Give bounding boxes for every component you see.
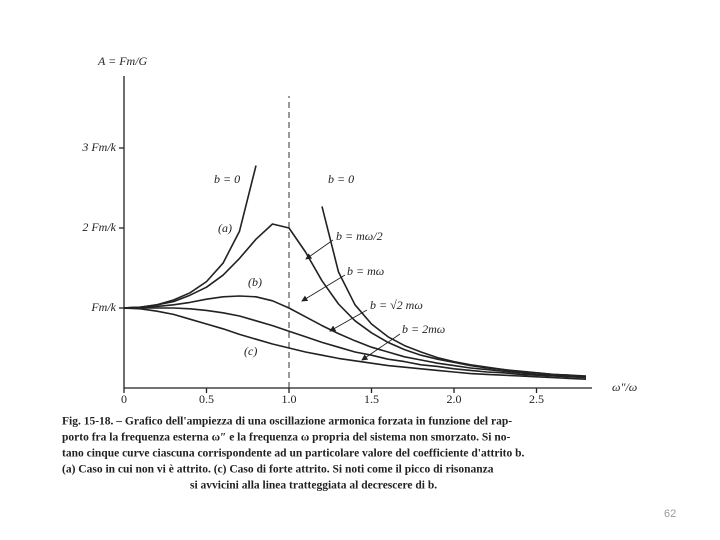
caption-line: porto fra la frequenza esterna ω″ e la f… — [62, 432, 510, 444]
caption-line: Fig. 15-18. – Grafico dell'ampiezza di u… — [62, 416, 512, 428]
x-tick-label: 1.5 — [364, 392, 379, 406]
y-tick-label: 2 Fm/k — [82, 220, 116, 234]
curve-label: b = 2mω — [402, 322, 445, 336]
curve — [124, 307, 587, 379]
curve-label: b = 0 — [214, 172, 240, 186]
curve — [123, 307, 587, 380]
curve — [123, 295, 587, 378]
page-number: 62 — [664, 508, 676, 520]
x-axis-label: ω″/ω — [612, 380, 637, 394]
x-tick-label: 0 — [121, 392, 127, 406]
curve-label: b = mω — [347, 264, 384, 278]
caption-line: tano cinque curve ciascuna corrispondent… — [62, 448, 525, 460]
x-tick-label: 2.0 — [447, 392, 462, 406]
curve-label: b = 0 — [328, 172, 354, 186]
curve-label: b = √2 mω — [370, 298, 423, 312]
caption-line: (a) Caso in cui non vi è attrito. (c) Ca… — [62, 464, 494, 476]
y-tick-label: Fm/k — [90, 300, 116, 314]
arrow — [361, 333, 401, 361]
x-tick-label: 1.0 — [282, 392, 297, 406]
arrow — [305, 239, 334, 260]
annotation: (b) — [248, 275, 262, 289]
x-tick-label: 0.5 — [199, 392, 214, 406]
curve — [123, 223, 587, 378]
annotation: (a) — [218, 221, 232, 235]
y-axis-label: A = Fm/G — [97, 54, 148, 68]
arrow — [329, 309, 368, 332]
curve-label: b = mω/2 — [336, 229, 383, 243]
annotation: (c) — [244, 344, 257, 358]
caption-line: si avvicini alla linea tratteggiata al d… — [190, 480, 437, 492]
arrow — [301, 274, 346, 302]
y-tick-label: 3 Fm/k — [81, 140, 116, 154]
x-tick-label: 2.5 — [529, 392, 544, 406]
